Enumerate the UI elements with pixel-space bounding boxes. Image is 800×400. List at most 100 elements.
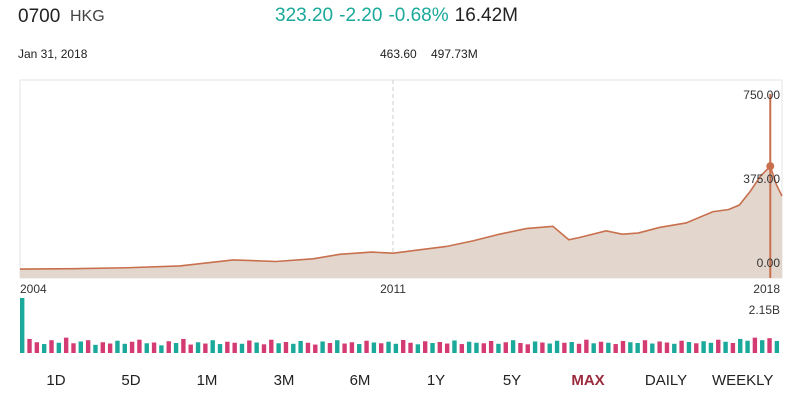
price-change: -2.20 bbox=[339, 5, 383, 26]
range-button-max[interactable]: MAX bbox=[571, 372, 605, 389]
y-tick-label: 750.00 bbox=[743, 88, 780, 102]
volume-bar bbox=[679, 340, 684, 353]
volume-bar bbox=[496, 343, 501, 353]
range-button-1y[interactable]: 1Y bbox=[426, 372, 446, 389]
volume-bar bbox=[305, 342, 311, 353]
volume-bar bbox=[247, 340, 252, 353]
volume-bar bbox=[569, 342, 574, 353]
price-area-layer bbox=[19, 164, 783, 278]
volume-bar bbox=[144, 343, 149, 353]
volume-bar bbox=[100, 342, 105, 353]
volume-bar bbox=[694, 343, 699, 353]
volume-bar bbox=[364, 340, 369, 353]
volume-bar bbox=[313, 344, 318, 353]
volume-bar bbox=[422, 341, 428, 353]
range-button-daily[interactable]: DAILY bbox=[644, 372, 688, 389]
volume-bar bbox=[708, 342, 714, 353]
volume-bar bbox=[745, 340, 750, 353]
volume-bar bbox=[584, 339, 589, 353]
volume-bar bbox=[488, 340, 494, 353]
volume-bar bbox=[283, 342, 289, 353]
volume-bar bbox=[767, 338, 772, 353]
volume-bar bbox=[166, 341, 171, 353]
range-button-6m[interactable]: 6M bbox=[349, 372, 371, 389]
volume-bar bbox=[188, 344, 193, 353]
volume-bar bbox=[606, 342, 611, 353]
volume-bar bbox=[408, 342, 413, 353]
axis-labels: 750.00 375.00 0.00 2004 2011 2018 bbox=[20, 88, 780, 296]
volume-bar bbox=[239, 343, 245, 353]
volume-bar bbox=[298, 340, 303, 353]
volume-bar bbox=[444, 343, 450, 353]
volume-bar bbox=[554, 340, 560, 353]
volume-bar bbox=[225, 341, 230, 353]
volume-bar bbox=[181, 338, 186, 353]
volume-bar bbox=[276, 343, 281, 353]
volume-bar bbox=[716, 339, 721, 353]
quote-header: 0700 HKG 323.20 -2.20 -0.68% 16.42M bbox=[0, 0, 800, 36]
cursor-volume: 497.73M bbox=[431, 47, 478, 61]
volume-bar bbox=[342, 343, 347, 353]
volume-bar bbox=[723, 341, 728, 353]
volume-bar bbox=[628, 342, 633, 353]
volume-bar bbox=[393, 343, 399, 353]
volume-bar bbox=[650, 343, 655, 353]
volume-bar bbox=[474, 342, 479, 353]
volume-bar bbox=[664, 342, 670, 353]
volume-bar bbox=[210, 340, 215, 353]
volume-bar bbox=[547, 343, 552, 353]
price-chart[interactable]: 750.00 375.00 0.00 2004 2011 2018 2.15B bbox=[0, 70, 800, 360]
volume-bar bbox=[203, 343, 208, 353]
volume-bar bbox=[635, 343, 640, 353]
volume-bar bbox=[540, 342, 545, 353]
volume-bar bbox=[78, 341, 84, 353]
volume-bar bbox=[137, 339, 142, 353]
volume-bar bbox=[85, 340, 91, 353]
volume-bar bbox=[269, 339, 274, 353]
price-change-percent: -0.68% bbox=[388, 5, 449, 26]
volume-bar bbox=[598, 341, 604, 353]
volume-bar bbox=[774, 340, 780, 353]
range-button-5y[interactable]: 5Y bbox=[502, 372, 522, 389]
volume-bar bbox=[27, 338, 32, 353]
range-button-1d[interactable]: 1D bbox=[46, 372, 66, 389]
volume-bar bbox=[129, 341, 135, 353]
volume-bar bbox=[760, 340, 765, 353]
volume-bar bbox=[217, 344, 223, 353]
volume-bar bbox=[93, 344, 98, 353]
range-button-5d[interactable]: 5D bbox=[121, 372, 141, 389]
y-tick-label: 375.00 bbox=[743, 172, 780, 186]
volume-bar bbox=[437, 342, 443, 353]
volume-bars: 2.15B bbox=[20, 298, 780, 353]
quote-summary: 323.20 -2.20 -0.68% 16.42M bbox=[275, 5, 524, 27]
range-button-weekly[interactable]: WEEKLY bbox=[712, 372, 774, 389]
volume-bar bbox=[525, 344, 530, 353]
volume-bar bbox=[115, 340, 120, 353]
volume-bar bbox=[642, 340, 648, 353]
volume-bar bbox=[452, 340, 457, 353]
cursor-price: 463.60 bbox=[380, 47, 417, 61]
volume-bar bbox=[335, 340, 340, 353]
current-price: 323.20 bbox=[275, 5, 334, 26]
volume-bar bbox=[686, 342, 692, 353]
volume-bar bbox=[151, 342, 157, 353]
volume-bar bbox=[349, 342, 355, 353]
volume-bar bbox=[591, 343, 596, 353]
range-button-1m[interactable]: 1M bbox=[196, 372, 218, 389]
volume-bar bbox=[415, 344, 421, 353]
volume-bar bbox=[459, 344, 465, 353]
trading-volume: 16.42M bbox=[454, 5, 519, 26]
volume-bar bbox=[371, 342, 377, 353]
volume-bar bbox=[701, 341, 706, 353]
volume-bar bbox=[386, 341, 391, 353]
volume-bar bbox=[320, 341, 325, 353]
volume-bar bbox=[291, 343, 296, 353]
volume-bar bbox=[49, 340, 54, 353]
range-button-3m[interactable]: 3M bbox=[273, 372, 295, 389]
volume-bar bbox=[672, 343, 677, 353]
volume-bar bbox=[657, 341, 662, 353]
volume-bar bbox=[107, 343, 113, 353]
volume-bar bbox=[401, 339, 406, 353]
volume-bar bbox=[752, 337, 758, 353]
volume-bar bbox=[532, 341, 538, 353]
